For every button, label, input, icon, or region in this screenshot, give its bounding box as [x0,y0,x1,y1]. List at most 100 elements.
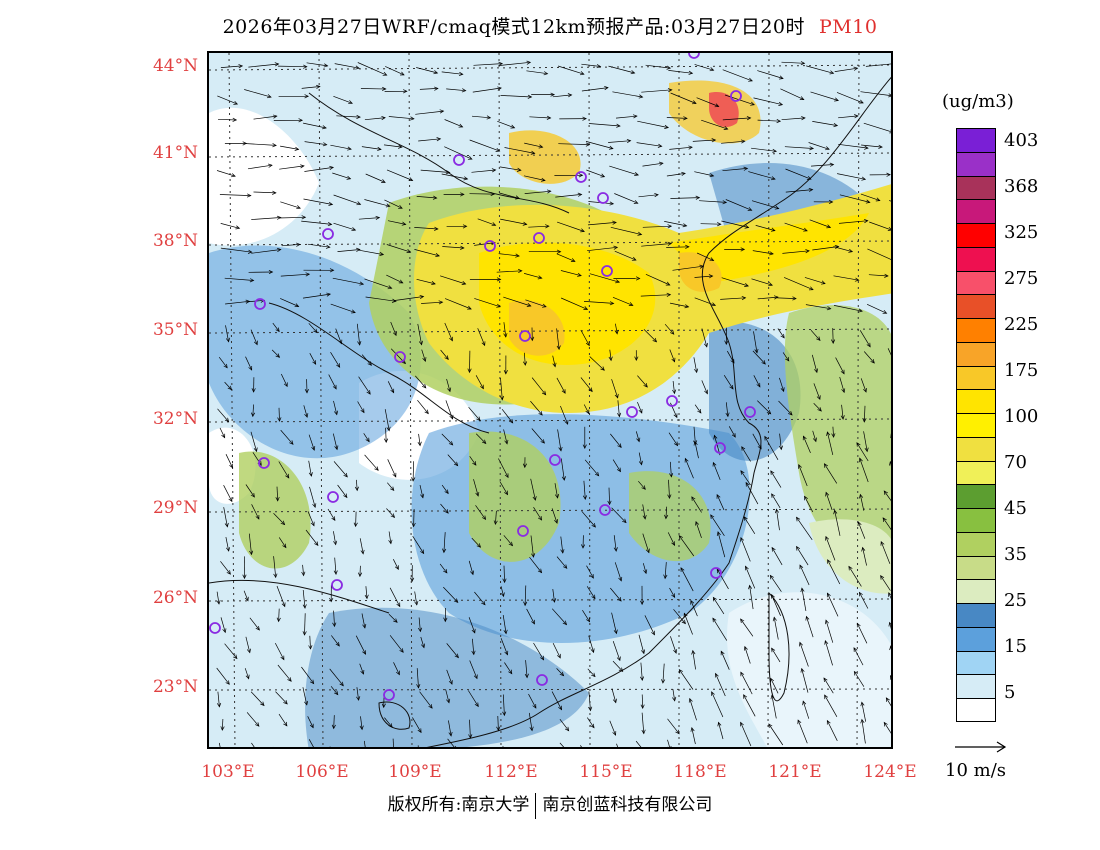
wind-vector-head [272,190,277,195]
wind-vector [355,635,366,655]
wind-vector [363,740,366,747]
wind-vector [333,95,353,104]
wind-vector-head [546,115,552,120]
wind-vector-head [418,627,423,633]
wind-vector [782,250,810,254]
wind-vector-head [421,643,426,649]
wind-vector-head [504,490,509,496]
wind-vector [277,65,307,68]
wind-vector [308,434,315,451]
wind-vector-head [579,71,585,76]
wind-vector [446,88,466,92]
wind-vector [695,521,702,539]
wind-vector-head [743,645,748,651]
wind-vector [589,356,605,371]
wind-vector-head [542,303,547,308]
wind-vector [694,297,716,306]
wind-vector [420,169,450,173]
wind-vector-head [638,460,643,466]
wind-vector [306,62,328,67]
wind-vector [712,618,728,641]
wind-vector-head [275,327,280,333]
wind-vector-head [401,221,407,226]
wind-vector [701,328,708,347]
wind-vector [665,506,668,519]
wind-vector-head [410,577,415,583]
wind-vector-head [274,62,280,67]
wind-vector [701,119,728,130]
wind-vector-head [220,726,225,731]
wind-vector-head [722,200,728,205]
colorbar-label: 403 [1004,130,1039,151]
wind-vector-head [829,70,835,75]
wind-vector-head [671,593,676,598]
wind-vector-head [356,201,362,206]
wind-vector [468,406,481,421]
city-station-marker [714,442,726,454]
wind-vector [499,166,521,171]
wind-vector-head [442,548,447,554]
wind-vector [552,94,572,98]
wind-vector [223,485,233,502]
wind-vector [771,648,781,663]
wind-vector-head [545,224,550,229]
colorbar-segment [957,627,995,652]
wind-vector [614,193,638,204]
wind-vector [834,67,858,72]
wind-vector [330,303,356,313]
wind-vector [643,329,657,343]
wind-vector-head [580,544,586,549]
wind-vector-head [792,296,797,301]
wind-vector-head [859,493,864,499]
wind-vector [670,92,697,104]
wind-vector [857,521,866,539]
wind-vector [365,296,396,302]
wind-vector [360,716,363,730]
wind-vector-head [327,222,333,227]
wind-vector-head [609,201,615,206]
wind-vector-head [691,496,696,501]
wind-vector [332,277,364,285]
wind-vector-head [359,725,364,731]
wind-vector [420,636,425,648]
wind-vector-head [583,306,589,310]
wind-vector-head [613,629,618,635]
wind-vector-head [395,670,400,676]
colorbar-segment [957,152,995,177]
wind-vector [416,196,437,199]
wind-vector-head [383,438,389,443]
wind-vector-head [861,546,866,552]
wind-vector-head [748,77,753,82]
city-station-marker [322,228,334,240]
wind-vector [419,88,438,90]
wind-vector [416,278,436,285]
colorbar-segment [957,390,995,415]
wind-vector [216,170,236,177]
wind-vector-head [397,144,403,149]
wind-vector [771,695,777,719]
wind-vector [272,746,274,747]
wind-vector-head [226,337,231,343]
wind-vector-head [226,570,231,575]
wind-vector [694,64,714,71]
wind-vector [863,431,868,452]
wind-vector [387,381,395,393]
wind-vector-head [640,704,645,710]
wind-vector-head [628,302,634,306]
wind-vector [384,409,390,431]
wind-vector-head [393,618,398,623]
wind-vector-head [880,575,885,580]
pm10-map-panel [207,51,893,749]
wind-vector [824,463,838,484]
wind-vector-head [357,340,362,346]
wind-vector-head [681,171,686,176]
wind-vector-head [266,94,272,99]
wind-vector [882,517,891,530]
wind-vector [503,429,508,444]
wind-vector-head [684,457,689,463]
colorbar-segment [957,319,995,343]
wind-vector-head [717,721,722,727]
wind-vector [796,546,809,566]
wind-vector [361,613,366,628]
wind-vector [700,223,721,225]
